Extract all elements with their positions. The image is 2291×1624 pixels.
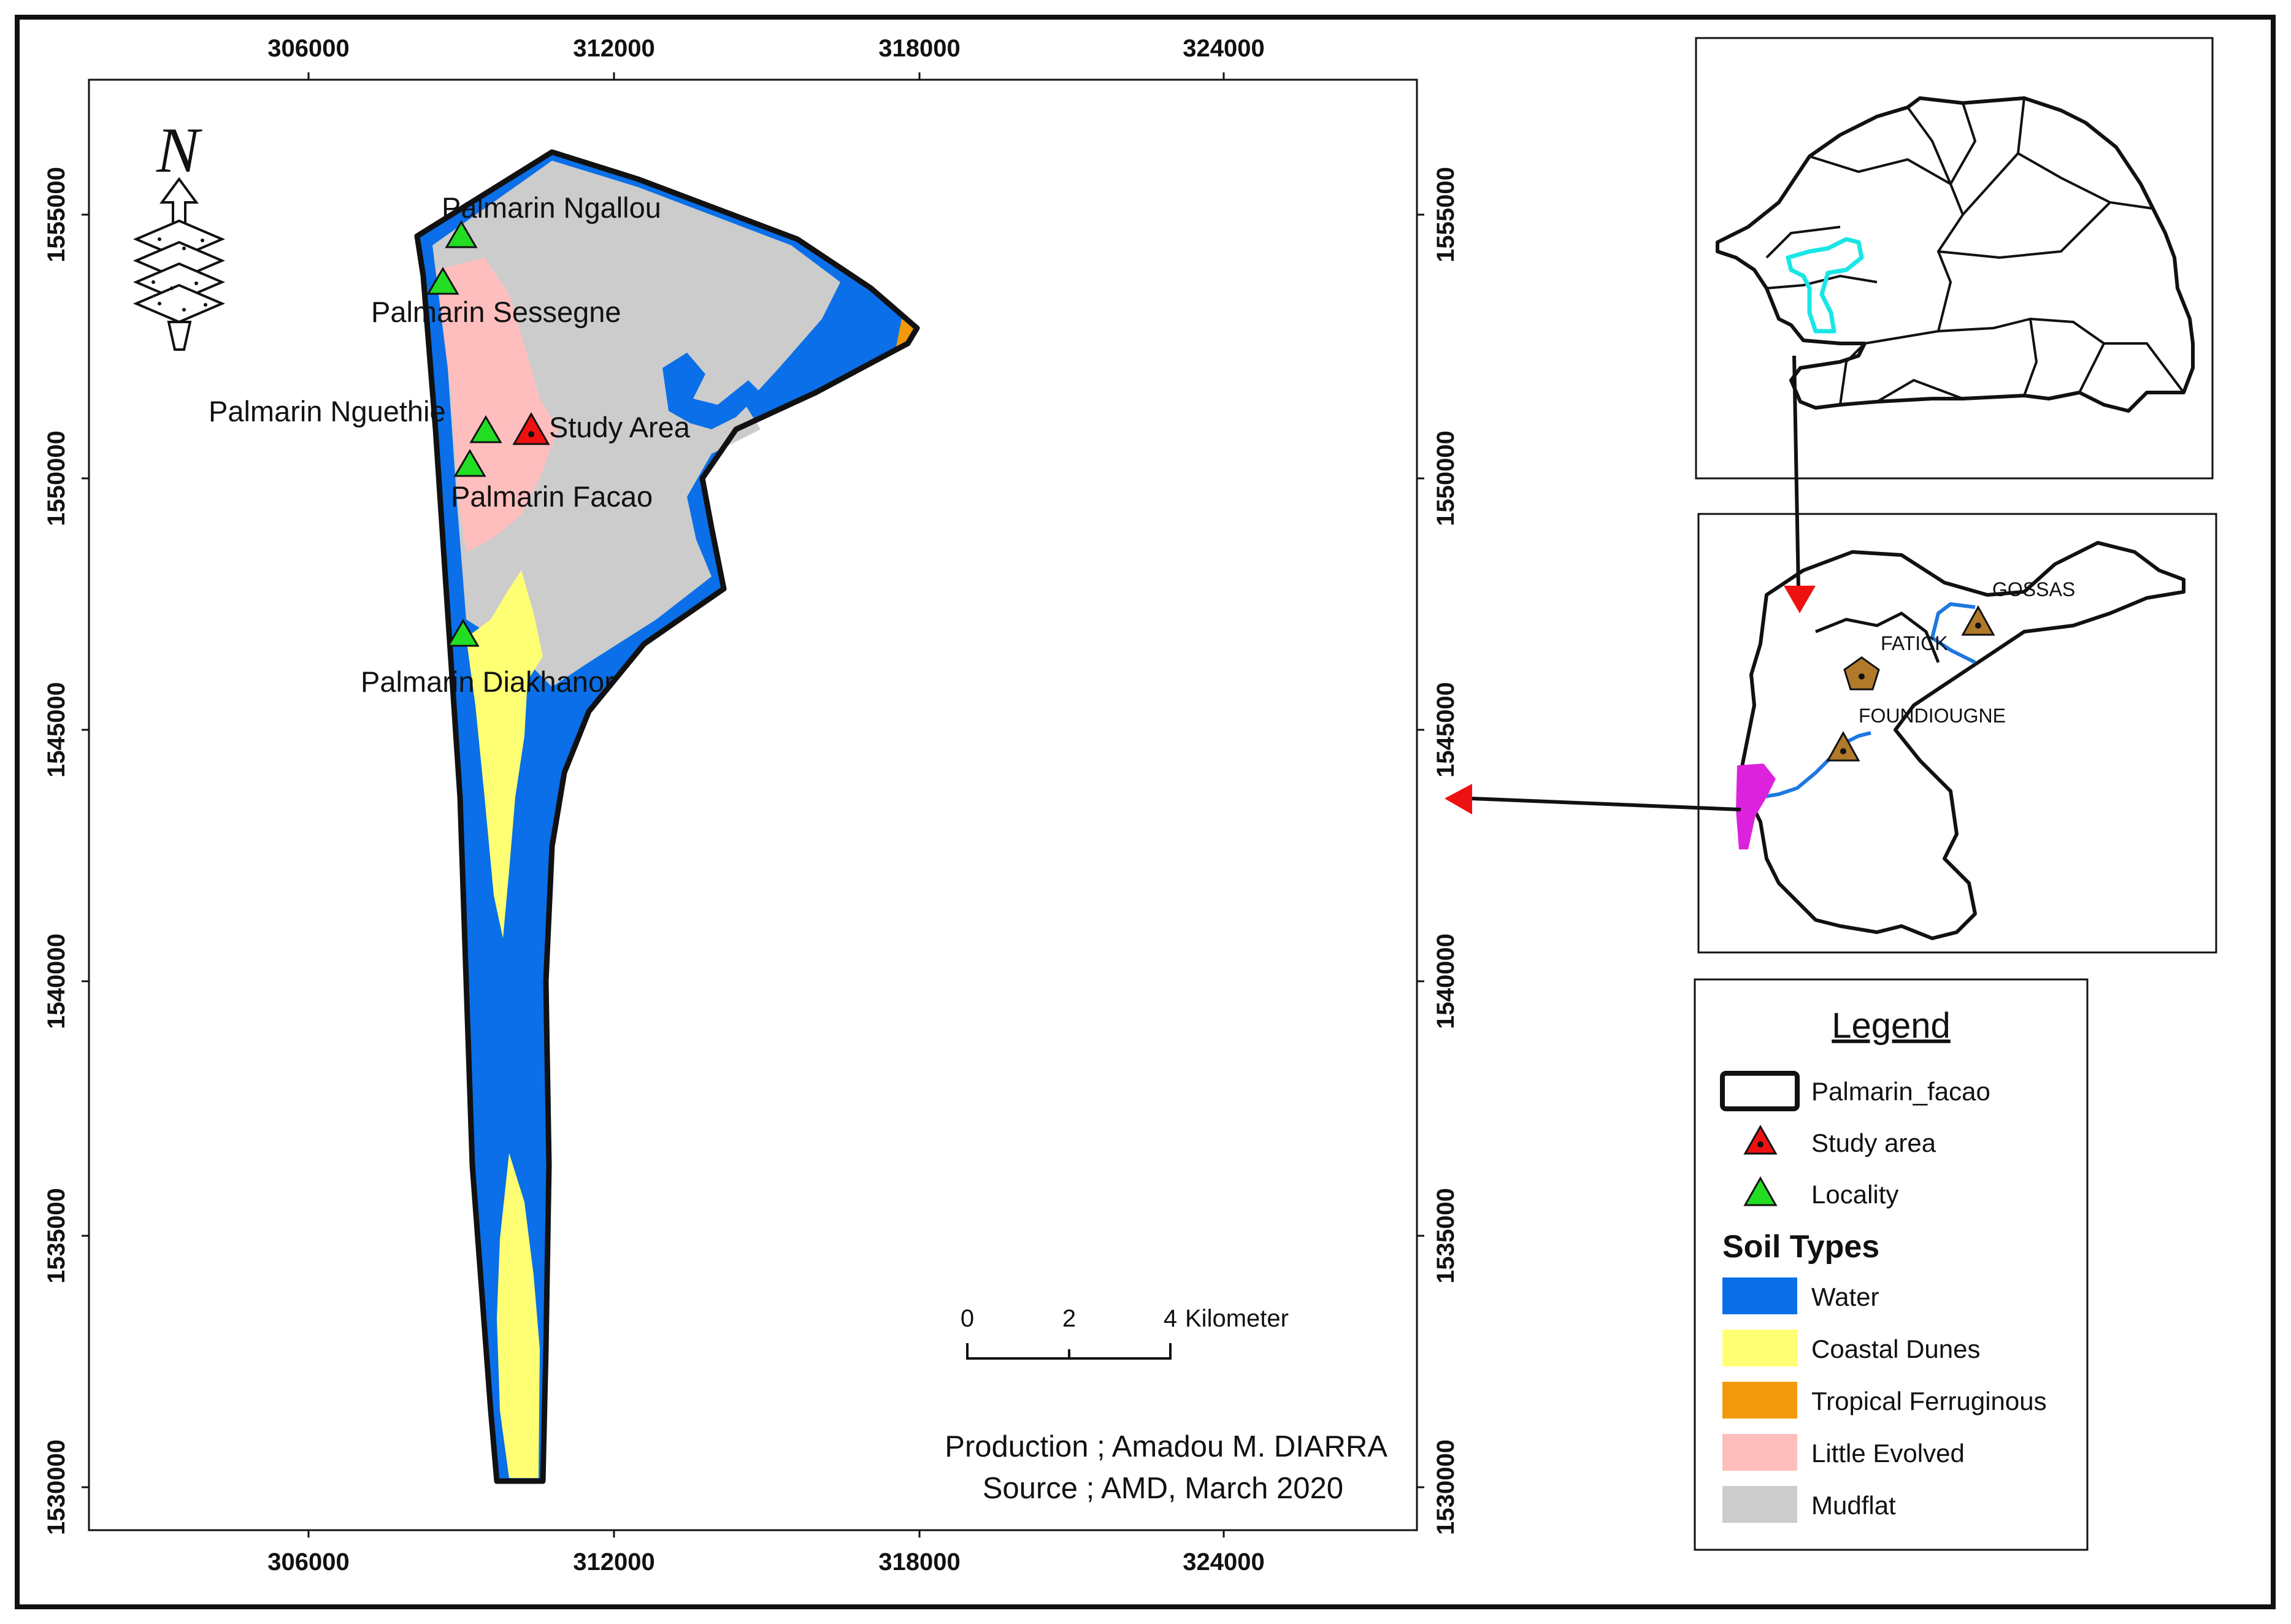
- river-lower: [1760, 731, 1871, 799]
- legend-swatch-water: [1722, 1277, 1797, 1314]
- legend: Legend Palmarin_facao Study area Localit…: [1694, 978, 2089, 1551]
- connector-line-country-region: [1792, 355, 1800, 589]
- x-tick-top-2: 312000: [573, 35, 654, 62]
- x-tick-bottom-3: 318000: [878, 1549, 960, 1576]
- label-palmarin-diakhanor: Palmarin Diakhanor: [361, 665, 614, 698]
- region-inner-line: [1815, 611, 1940, 663]
- label-fatick: FATICK: [1881, 632, 1948, 654]
- x-tick-bottom-1: 306000: [267, 1549, 349, 1576]
- legend-swatch-mudflat: [1722, 1486, 1797, 1523]
- y-tick-left-3: 1545000: [43, 682, 70, 778]
- y-tick-right-4: 1540000: [1432, 933, 1459, 1029]
- y-tick-left-4: 1540000: [43, 933, 70, 1029]
- inset-region-map: GOSSAS FATICK FOUNDIOUGNE: [1697, 513, 2217, 954]
- legend-study-area-label: Study area: [1811, 1128, 1936, 1157]
- country-outline: [1716, 96, 2195, 413]
- x-tick-top-1: 306000: [267, 35, 349, 62]
- legend-study-area-dot: [1757, 1141, 1763, 1147]
- main-map: 306000 312000 318000 324000 306000 31200…: [43, 35, 1459, 1576]
- y-tick-right-1: 1555000: [1432, 167, 1459, 262]
- soil-dunes-north: [466, 570, 543, 938]
- legend-locality-label: Locality: [1811, 1180, 1898, 1209]
- x-tick-top-3: 318000: [878, 35, 960, 62]
- connector-line-region-main: [1472, 797, 1741, 811]
- north-letter: N: [156, 114, 202, 186]
- town-marker-fatick-dot: [1859, 673, 1865, 680]
- credit-source: Source ; AMD, March 2020: [983, 1472, 1343, 1505]
- label-study-area: Study Area: [549, 411, 691, 443]
- label-palmarin-ngallou: Palmarin Ngallou: [442, 191, 661, 224]
- scale-bar: 0 2 4 Kilometer: [961, 1305, 1289, 1360]
- legend-boundary-swatch: [1720, 1071, 1800, 1111]
- legend-boundary-label: Palmarin_facao: [1811, 1077, 1990, 1106]
- tick-marks: [82, 72, 1424, 1538]
- legend-swatch-coastal-dunes: [1722, 1330, 1797, 1366]
- inset-country-map: [1695, 37, 2214, 480]
- locality-marker-facao: [453, 449, 486, 477]
- credit-production: Production ; Amadou M. DIARRA: [945, 1430, 1387, 1463]
- x-tick-top-4: 324000: [1183, 35, 1264, 62]
- scale-label-4: 4: [1164, 1305, 1177, 1332]
- legend-label-mudflat: Mudflat: [1811, 1491, 1896, 1520]
- legend-swatch-tropical-ferruginous: [1722, 1382, 1797, 1419]
- region-outline: [1740, 541, 2185, 940]
- scale-label-0: 0: [961, 1305, 974, 1332]
- connector-arrowhead-down: [1784, 586, 1816, 613]
- north-arrow: N: [132, 114, 226, 351]
- legend-locality-symbol: [1743, 1176, 1778, 1206]
- label-palmarin-nguethie: Palmarin Nguethie: [209, 395, 446, 427]
- legend-title: Legend: [1832, 1006, 1951, 1046]
- x-tick-bottom-2: 312000: [573, 1549, 654, 1576]
- x-tick-bottom-4: 324000: [1183, 1549, 1264, 1576]
- connector-arrowhead-left: [1445, 784, 1472, 814]
- locality-marker-ngallou: [445, 220, 478, 248]
- study-area-marker-dot: [528, 431, 534, 437]
- label-gossas: GOSSAS: [1992, 578, 2075, 600]
- study-area-marker: [512, 412, 550, 445]
- legend-label-coastal-dunes: Coastal Dunes: [1811, 1335, 1980, 1363]
- locality-marker-sessegne: [426, 267, 459, 295]
- y-tick-right-2: 1550000: [1432, 431, 1459, 526]
- soil-water-bay: [662, 353, 761, 429]
- study-boundary: [414, 149, 920, 1484]
- y-tick-right-6: 1530000: [1432, 1439, 1459, 1535]
- river-upper: [1930, 602, 1976, 664]
- y-tick-right-3: 1545000: [1432, 682, 1459, 778]
- y-tick-left-1: 1555000: [43, 167, 70, 262]
- label-palmarin-facao: Palmarin Facao: [451, 480, 653, 513]
- y-tick-left-2: 1550000: [43, 431, 70, 526]
- highlighted-palmarin: [1736, 764, 1776, 849]
- locality-marker-diakhanor: [447, 619, 480, 647]
- town-marker-foundiougne-dot: [1840, 748, 1846, 754]
- highlighted-fatick-region: [1786, 237, 1864, 334]
- locality-marker-nguethie: [469, 415, 502, 443]
- legend-label-water: Water: [1811, 1282, 1879, 1311]
- legend-study-area-symbol: [1743, 1124, 1778, 1155]
- scale-unit: Kilometer: [1185, 1305, 1289, 1332]
- legend-label-tropical-ferruginous: Tropical Ferruginous: [1811, 1387, 2047, 1415]
- y-tick-right-5: 1535000: [1432, 1188, 1459, 1284]
- soil-mudflat-area: [432, 161, 840, 687]
- y-tick-left-5: 1535000: [43, 1188, 70, 1284]
- label-palmarin-sessegne: Palmarin Sessegne: [371, 296, 621, 328]
- town-marker-gossas: [1961, 605, 1995, 636]
- legend-soil-types-title: Soil Types: [1722, 1229, 1879, 1265]
- town-marker-foundiougne: [1826, 730, 1860, 762]
- country-region-lines: [1765, 98, 2185, 405]
- soil-dunes-south: [497, 1153, 540, 1478]
- outer-frame: [15, 15, 2276, 1609]
- town-marker-gossas-dot: [1975, 622, 1981, 629]
- soil-little-evolved-area: [437, 258, 558, 552]
- legend-swatch-little-evolved: [1722, 1434, 1797, 1471]
- scale-label-2: 2: [1062, 1305, 1076, 1332]
- legend-label-little-evolved: Little Evolved: [1811, 1439, 1965, 1468]
- label-foundiougne: FOUNDIOUGNE: [1859, 705, 2006, 727]
- y-tick-left-6: 1530000: [43, 1439, 70, 1535]
